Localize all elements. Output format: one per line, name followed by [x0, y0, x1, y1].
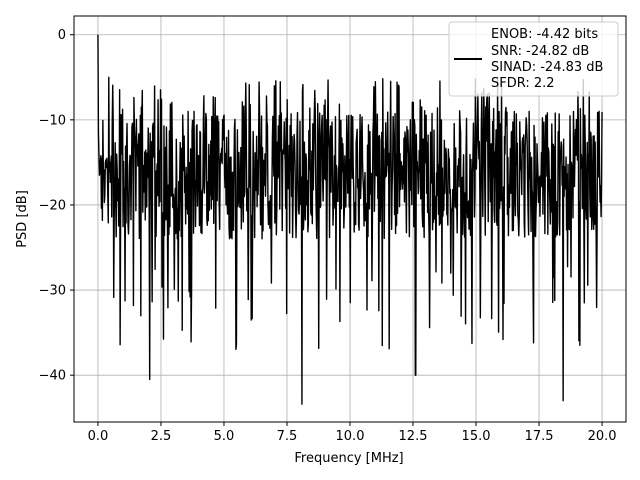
- legend-sfdr: SFDR: 2.2: [491, 76, 555, 91]
- x-tick-label: 10.0: [336, 429, 365, 444]
- y-tick-label: −30: [39, 284, 66, 299]
- legend-enob: ENOB: -4.42 bits: [491, 27, 598, 42]
- x-tick-label: 17.5: [525, 429, 554, 444]
- x-tick-label: 2.5: [151, 429, 172, 444]
- x-tick-label: 12.5: [399, 429, 428, 444]
- y-axis-ticks: 0 −10 −20 −30 −40: [39, 28, 74, 384]
- x-axis-ticks: 0.0 2.5 5.0 7.5 10.0 12.5 15.0 17.5 20.0: [88, 422, 617, 444]
- legend-box: [448, 21, 619, 97]
- legend: ENOB: -4.42 bits SNR: -24.82 dB SINAD: -…: [448, 21, 619, 97]
- x-tick-label: 7.5: [277, 429, 298, 444]
- y-tick-label: −10: [39, 113, 66, 128]
- x-tick-label: 5.0: [214, 429, 235, 444]
- x-tick-label: 15.0: [462, 429, 491, 444]
- y-tick-label: −20: [39, 198, 66, 213]
- x-tick-label: 20.0: [588, 429, 617, 444]
- psd-series-line: [97, 34, 603, 405]
- plot-area: [97, 34, 603, 405]
- y-tick-label: 0: [58, 28, 66, 43]
- y-tick-label: −40: [39, 369, 66, 384]
- legend-sinad: SINAD: -24.83 dB: [491, 60, 603, 75]
- x-tick-label: 0.0: [88, 429, 109, 444]
- x-axis-label: Frequency [MHz]: [294, 451, 403, 466]
- y-axis-label: PSD [dB]: [15, 190, 30, 248]
- legend-snr: SNR: -24.82 dB: [491, 44, 589, 59]
